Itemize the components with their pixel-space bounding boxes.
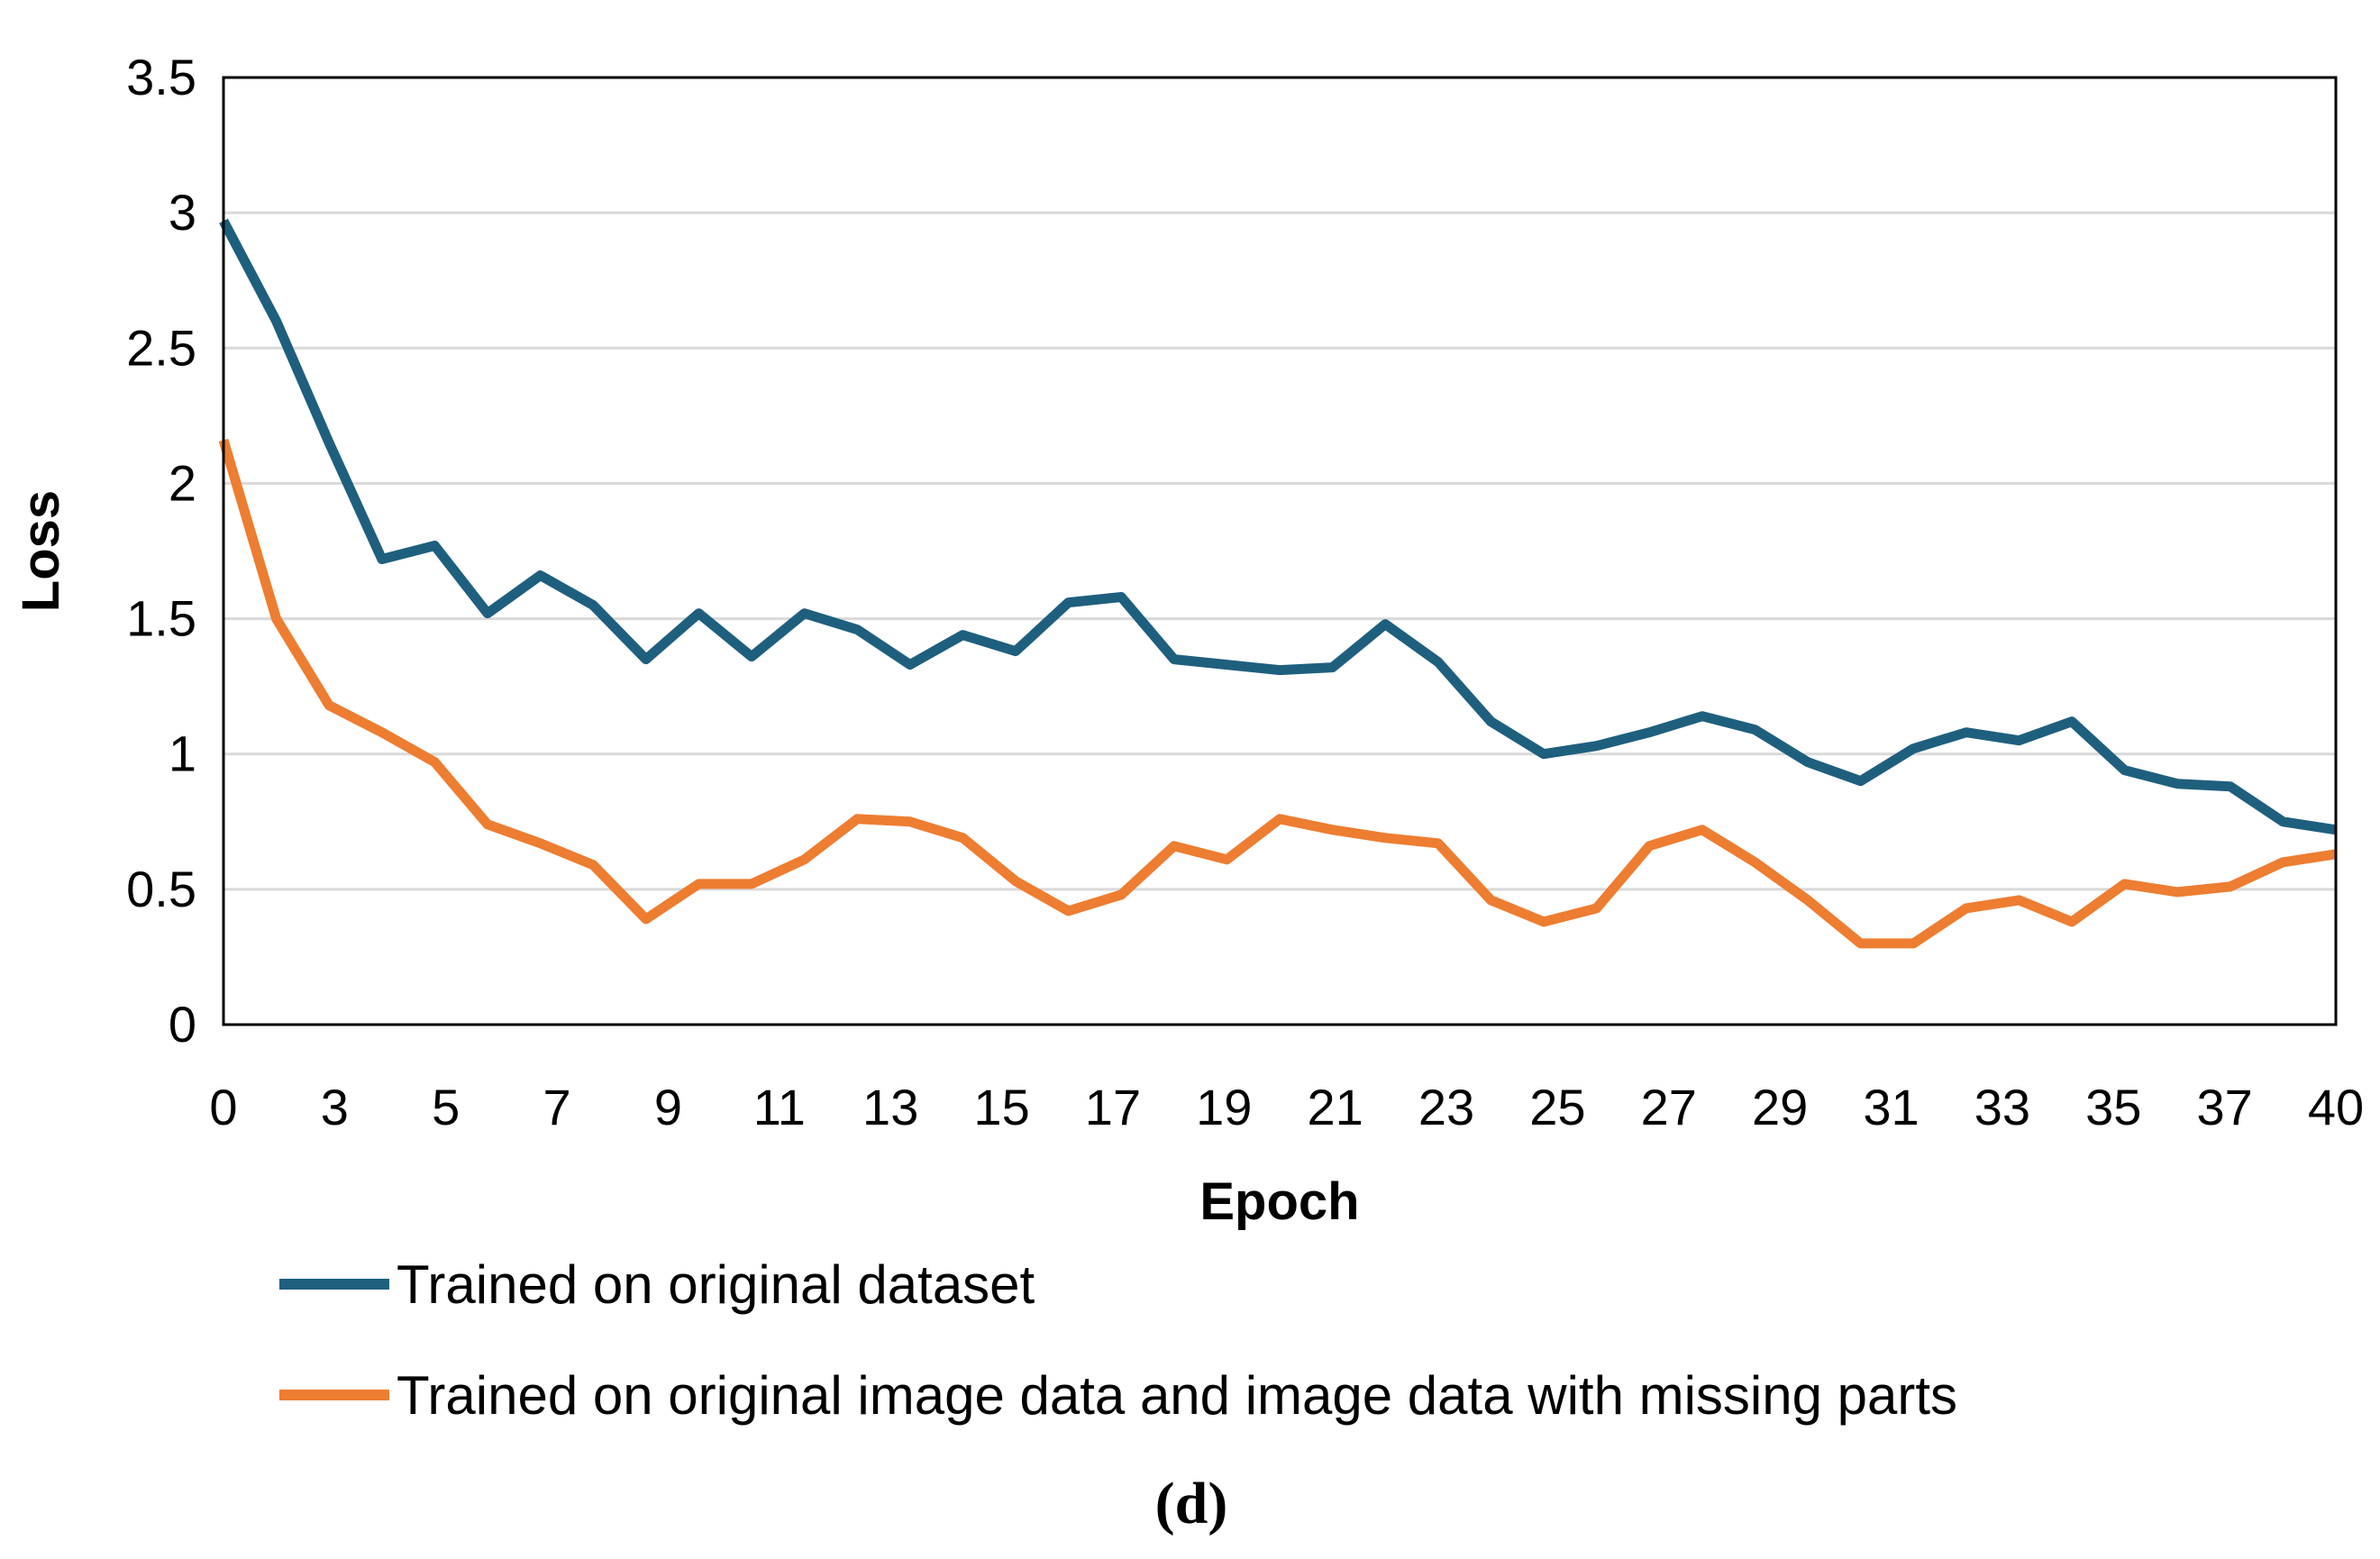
x-tick-label: 25 [1529, 1079, 1585, 1135]
x-tick-label: 0 [209, 1079, 237, 1135]
x-tick-label: 29 [1752, 1079, 1808, 1135]
x-tick-label: 35 [2085, 1079, 2141, 1135]
figure-caption: (d) [1155, 1471, 1228, 1536]
x-tick-label: 13 [862, 1079, 918, 1135]
legend-label-original: Trained on original dataset [397, 1254, 1035, 1315]
x-tick-label: 3 [321, 1079, 349, 1135]
x-tick-label: 40 [2308, 1079, 2364, 1135]
x-tick-label: 15 [973, 1079, 1029, 1135]
x-tick-label: 37 [2196, 1079, 2252, 1135]
y-tick-label: 2.5 [126, 319, 196, 376]
x-tick-label: 17 [1085, 1079, 1141, 1135]
x-tick-label: 5 [432, 1079, 460, 1135]
x-tick-label: 23 [1418, 1079, 1474, 1135]
grid-lines [223, 211, 2336, 891]
x-tick-label: 21 [1308, 1079, 1363, 1135]
series-lines [218, 218, 2337, 949]
x-tick-label: 7 [543, 1079, 571, 1135]
plot-area-border [222, 76, 2338, 1026]
y-tick-label: 0 [169, 996, 196, 1053]
y-tick-label: 3.5 [126, 49, 196, 105]
series-line-original [219, 218, 2337, 835]
x-tick-label: 19 [1196, 1079, 1252, 1135]
legend: Trained on original dataset Trained on o… [279, 1254, 1957, 1426]
y-tick-label: 2 [169, 454, 196, 511]
x-tick-label: 27 [1641, 1079, 1697, 1135]
y-axis-ticks: 0 0.5 1 1.5 2 2.5 3 3.5 [126, 49, 196, 1053]
y-tick-label: 1.5 [126, 590, 196, 647]
legend-label-missing-parts: Trained on original image data and image… [397, 1365, 1957, 1426]
y-tick-label: 1 [169, 725, 196, 782]
y-tick-label: 0.5 [126, 861, 196, 917]
x-tick-label: 31 [1863, 1079, 1919, 1135]
x-tick-label: 11 [753, 1079, 806, 1135]
y-axis-title: Loss [12, 490, 70, 612]
x-axis-ticks: 0 3 5 7 9 11 13 15 17 19 21 23 25 27 29 31 33 35 37 40 [209, 1079, 2364, 1135]
y-tick-label: 3 [169, 184, 196, 241]
x-axis-title: Epoch [1199, 1172, 1359, 1231]
x-tick-label: 33 [1974, 1079, 2030, 1135]
series-line-missing-parts [218, 438, 2337, 949]
x-tick-label: 9 [654, 1079, 682, 1135]
